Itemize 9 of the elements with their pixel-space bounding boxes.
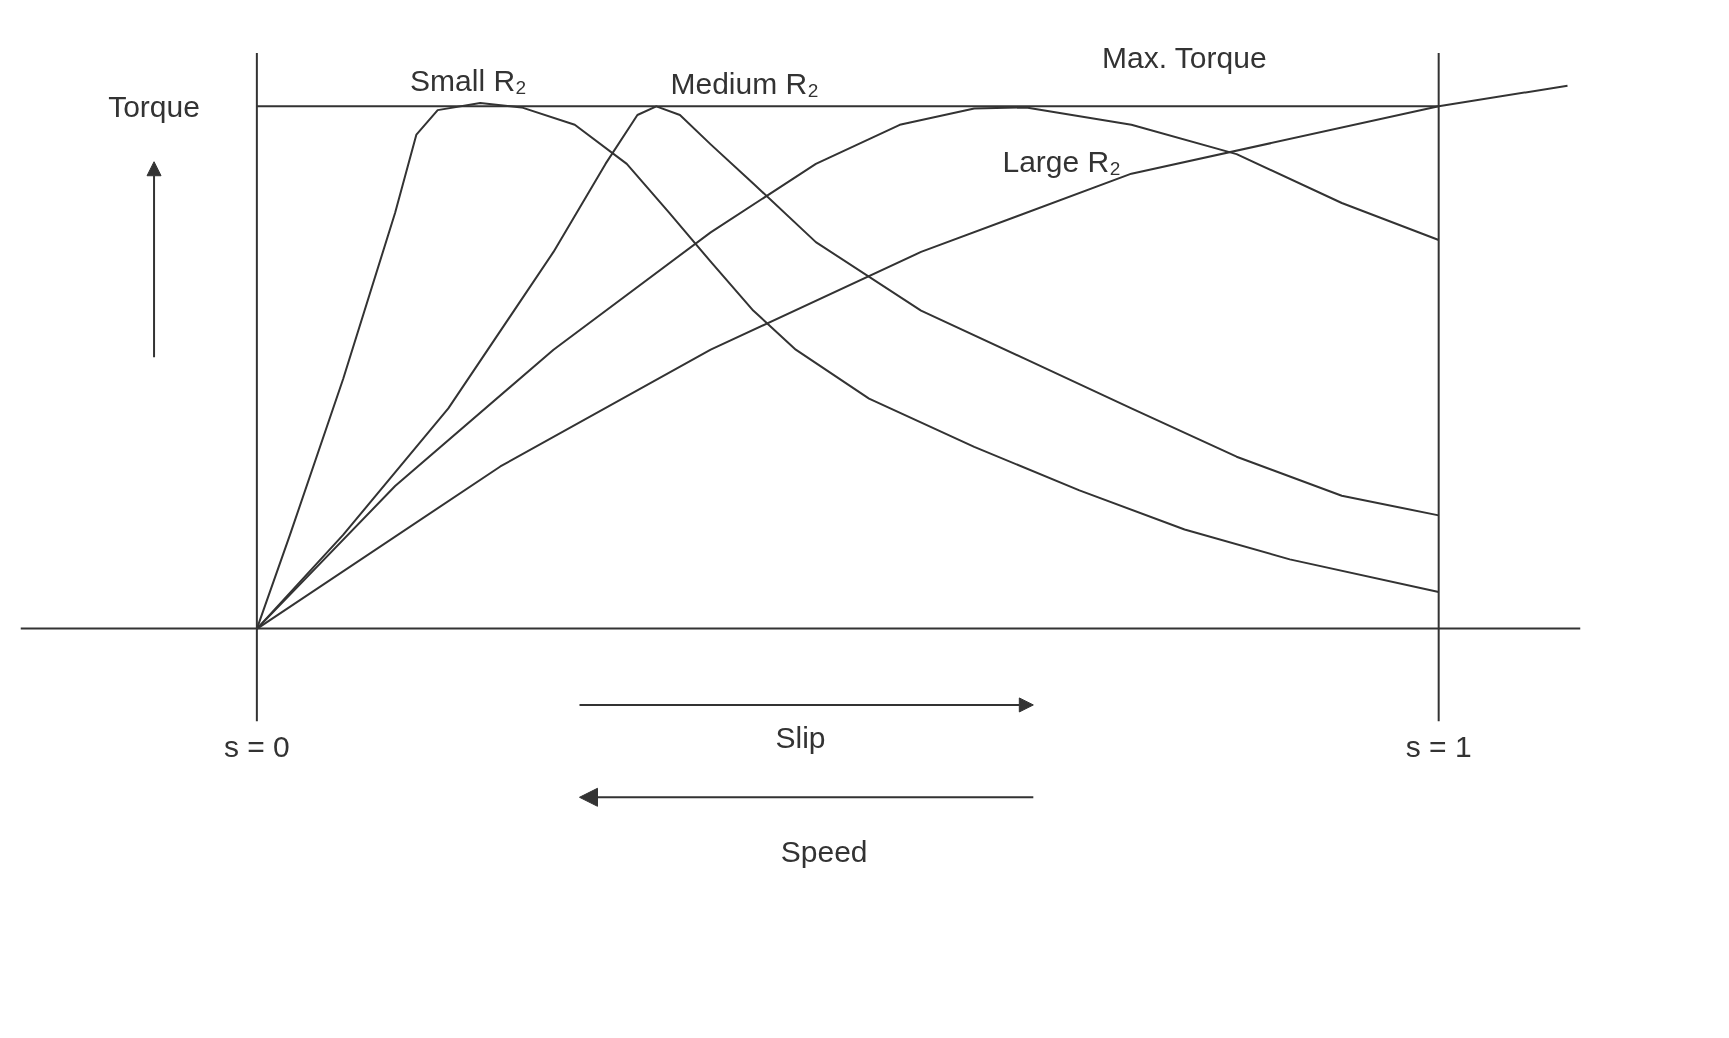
text: Speed [780, 835, 868, 869]
series-label: Medium R₂ [670, 66, 819, 100]
x-tick-label: s = 1 [1405, 729, 1472, 763]
ref-line-label: Max. Torque [1102, 40, 1267, 74]
x-tick-label: s = 0 [223, 729, 290, 763]
series-label: Small R₂ [410, 63, 527, 97]
x-axis-title: Slip [775, 720, 826, 754]
series-label: Large R₂ [1002, 145, 1121, 179]
y-axis-title: Torque [108, 89, 200, 123]
